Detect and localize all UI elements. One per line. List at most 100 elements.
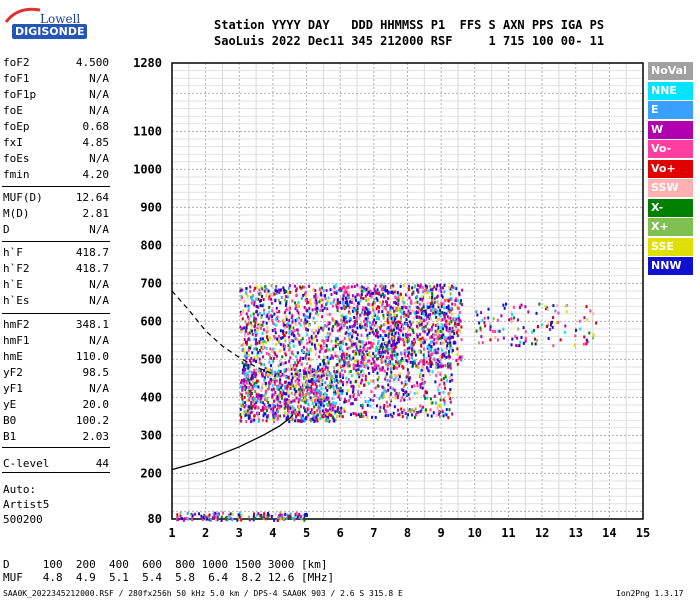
echo-point	[305, 294, 308, 298]
echo-point	[448, 316, 451, 320]
echo-point	[353, 366, 356, 370]
echo-point	[315, 371, 318, 375]
echo-point	[247, 348, 250, 352]
legend-item-nne: NNE	[648, 81, 693, 100]
echo-point	[421, 405, 424, 409]
echo-point	[438, 391, 441, 395]
echo-point	[301, 399, 304, 403]
echo-point	[334, 375, 337, 379]
echo-point	[448, 362, 451, 366]
echo-point	[328, 385, 331, 389]
echo-point	[449, 316, 452, 320]
echo-point	[331, 356, 334, 360]
echo-point	[411, 344, 414, 348]
legend-item-noval: NoVal	[648, 62, 693, 80]
echo-point	[450, 306, 453, 310]
echo-point	[363, 326, 366, 330]
echo-point	[310, 419, 313, 423]
echo-point	[397, 298, 400, 302]
echo-point	[264, 412, 267, 416]
echo-point	[322, 289, 325, 293]
echo-point	[287, 400, 290, 404]
echo-point	[388, 328, 391, 332]
echo-point	[415, 413, 418, 417]
echo-point	[360, 360, 363, 364]
echo-point	[182, 518, 185, 522]
param-name: foEs	[3, 152, 30, 165]
echo-point	[428, 373, 431, 377]
echo-point	[325, 324, 328, 328]
echo-point	[319, 309, 322, 313]
echo-point	[411, 286, 414, 290]
echo-point	[457, 328, 460, 332]
echo-point	[281, 361, 284, 365]
echo-point	[345, 399, 348, 403]
param-separator	[2, 241, 110, 242]
x-tick-label: 5	[303, 526, 310, 540]
echo-point	[258, 341, 261, 345]
echo-point	[365, 362, 368, 366]
echo-point	[439, 404, 442, 408]
echo-point	[442, 398, 445, 402]
echo-point	[362, 325, 365, 329]
echo-point	[243, 374, 246, 378]
echo-point	[401, 296, 404, 300]
echo-point	[328, 413, 331, 417]
echo-point	[394, 323, 397, 327]
echo-point	[344, 360, 347, 364]
echo-point	[374, 415, 377, 419]
echo-point	[452, 316, 455, 320]
echo-point	[397, 302, 400, 306]
echo-point	[292, 326, 295, 330]
echo-point	[429, 302, 432, 306]
echo-point	[445, 319, 448, 323]
echo-point	[356, 333, 359, 337]
echo-point	[279, 391, 282, 395]
echo-point	[239, 298, 242, 302]
echo-point	[353, 364, 356, 368]
echo-point	[416, 384, 419, 388]
echo-point	[212, 516, 215, 520]
echo-point	[352, 323, 355, 327]
echo-point	[436, 300, 439, 304]
echo-point	[329, 288, 332, 292]
echo-point	[329, 301, 332, 305]
echo-point	[253, 337, 256, 341]
echo-point	[261, 339, 264, 343]
echo-point	[243, 326, 246, 330]
echo-point	[537, 324, 540, 328]
echo-point	[265, 321, 268, 325]
echo-point	[289, 363, 292, 367]
echo-point	[483, 316, 486, 320]
echo-point	[434, 323, 437, 327]
echo-point	[275, 397, 278, 401]
echo-point	[311, 308, 314, 312]
echo-point	[304, 290, 307, 294]
echo-point	[360, 391, 363, 395]
echo-point	[262, 328, 265, 332]
echo-point	[311, 417, 314, 421]
echo-point	[458, 329, 461, 333]
echo-point	[268, 360, 271, 364]
echo-point	[288, 341, 291, 345]
x-tick-label: 11	[501, 526, 515, 540]
echo-point	[351, 309, 354, 313]
echo-point	[272, 356, 275, 360]
echo-point	[265, 340, 268, 344]
echo-point	[433, 394, 436, 398]
echo-point	[342, 407, 345, 411]
echo-point	[252, 397, 255, 401]
echo-point	[315, 384, 318, 388]
echo-point	[284, 339, 287, 343]
echo-point	[437, 305, 440, 309]
echo-point	[347, 399, 350, 403]
echo-point	[256, 327, 259, 331]
echo-point	[403, 305, 406, 309]
echo-point	[287, 286, 290, 290]
echo-point	[271, 318, 274, 322]
echo-point	[520, 303, 523, 307]
echo-point	[265, 330, 268, 334]
echo-point	[358, 364, 361, 368]
echo-point	[259, 304, 262, 308]
echo-point	[261, 374, 264, 378]
